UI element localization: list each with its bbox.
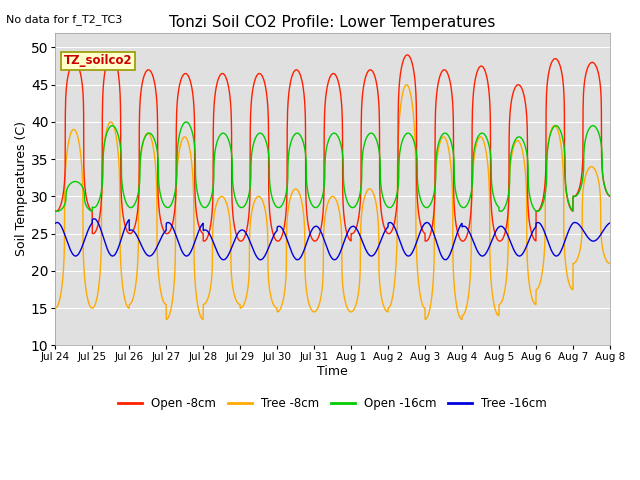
Text: TZ_soilco2: TZ_soilco2	[63, 54, 132, 68]
X-axis label: Time: Time	[317, 365, 348, 378]
Legend: Open -8cm, Tree -8cm, Open -16cm, Tree -16cm: Open -8cm, Tree -8cm, Open -16cm, Tree -…	[113, 392, 552, 414]
Text: No data for f_T2_TC3: No data for f_T2_TC3	[6, 14, 123, 25]
Title: Tonzi Soil CO2 Profile: Lower Temperatures: Tonzi Soil CO2 Profile: Lower Temperatur…	[170, 15, 496, 30]
Y-axis label: Soil Temperatures (C): Soil Temperatures (C)	[15, 121, 28, 256]
